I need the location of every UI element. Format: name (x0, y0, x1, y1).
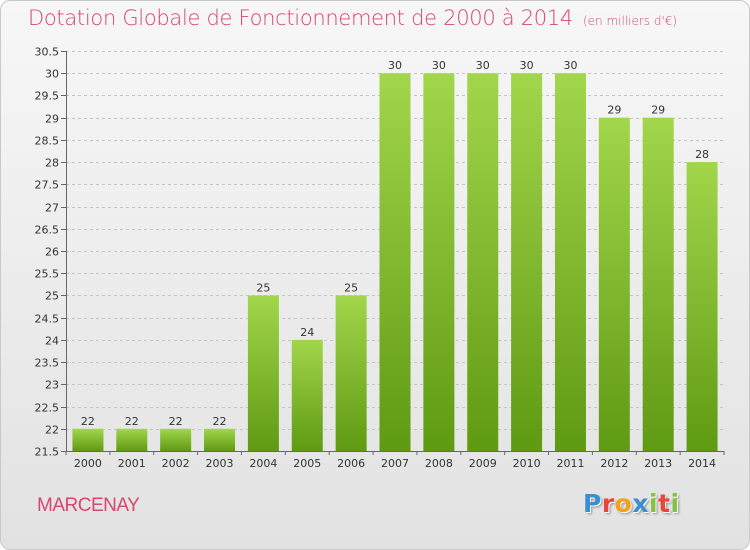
bar (511, 73, 543, 451)
data-label: 22 (81, 415, 95, 428)
bars (72, 73, 718, 452)
data-label: 30 (563, 59, 577, 72)
data-label: 25 (256, 281, 270, 294)
bar (467, 73, 499, 451)
bar (554, 73, 586, 451)
y-tick-label: 23 (45, 379, 59, 392)
data-label: 30 (476, 59, 490, 72)
data-label: 22 (213, 415, 227, 428)
commune-name: MARCENAY (37, 495, 140, 516)
x-tick-label: 2007 (381, 457, 409, 470)
y-tick-label: 29 (45, 113, 59, 126)
x-tick-label: 2002 (162, 457, 190, 470)
y-tick-label: 26.5 (35, 224, 60, 237)
bar (598, 117, 630, 452)
x-tick-label: 2014 (688, 457, 716, 470)
bar (72, 428, 104, 451)
bar (116, 428, 148, 451)
bar (160, 428, 192, 451)
data-label: 29 (607, 104, 621, 117)
x-tick-label: 2001 (118, 457, 146, 470)
y-tick-label: 25.5 (35, 268, 60, 281)
x-tick-label: 2005 (293, 457, 321, 470)
y-tick-label: 22 (45, 424, 59, 437)
y-tick-label: 22.5 (35, 402, 60, 415)
logo-letter: x (632, 489, 649, 518)
y-tick-label: 28.5 (35, 135, 60, 148)
y-tick-label: 27 (45, 202, 59, 215)
bar (291, 339, 323, 451)
y-tick-label: 21.5 (35, 446, 60, 459)
chart-title: Dotation Globale de Fonctionnement de 20… (28, 6, 677, 30)
x-tick-label: 2009 (469, 457, 497, 470)
logo-letter: i (649, 489, 659, 518)
bar (247, 295, 279, 451)
logo-letter: r (601, 489, 615, 518)
data-label: 29 (651, 104, 665, 117)
proxiti-logo: Proxiti (583, 489, 680, 518)
y-tick-label: 24.5 (35, 313, 60, 326)
y-tick-label: 23.5 (35, 357, 60, 370)
y-tick-label: 30.5 (35, 46, 60, 59)
x-tick-label: 2011 (556, 457, 584, 470)
data-label: 28 (695, 148, 709, 161)
x-tick-label: 2004 (249, 457, 277, 470)
axes (61, 51, 725, 455)
y-tick-label: 30 (45, 68, 59, 81)
logo-letter: i (670, 489, 680, 518)
bar (335, 295, 367, 451)
logo-letter: t (658, 489, 671, 518)
bar (423, 73, 455, 451)
chart-title-text: Dotation Globale de Fonctionnement de 20… (28, 6, 573, 30)
bar (204, 428, 236, 451)
data-label: 30 (388, 59, 402, 72)
y-tick-label: 25 (45, 290, 59, 303)
data-label: 22 (125, 415, 139, 428)
data-label: 24 (300, 326, 314, 339)
y-tick-label: 28 (45, 157, 59, 170)
x-tick-label: 2010 (513, 457, 541, 470)
labels: 21.5 22 22.5 23 23.5 24 24.5 25 25.5 26 26.5 27 27.5… (35, 46, 717, 471)
data-label: 22 (169, 415, 183, 428)
bar (642, 117, 674, 452)
bar (379, 73, 411, 451)
x-tick-label: 2000 (74, 457, 102, 470)
data-label: 30 (520, 59, 534, 72)
data-label: 30 (432, 59, 446, 72)
y-tick-label: 24 (45, 335, 59, 348)
chart-unit-label: (en milliers d'€) (582, 14, 678, 28)
data-label: 25 (344, 281, 358, 294)
bar (686, 162, 718, 451)
x-tick-label: 2003 (206, 457, 234, 470)
x-tick-label: 2013 (644, 457, 672, 470)
y-tick-label: 27.5 (35, 179, 60, 192)
logo-letter: o (614, 489, 633, 518)
x-tick-label: 2012 (600, 457, 628, 470)
y-tick-label: 29.5 (35, 90, 60, 103)
logo-letter: P (583, 489, 602, 518)
x-tick-label: 2006 (337, 457, 365, 470)
x-tick-label: 2008 (425, 457, 453, 470)
y-tick-label: 26 (45, 246, 59, 259)
